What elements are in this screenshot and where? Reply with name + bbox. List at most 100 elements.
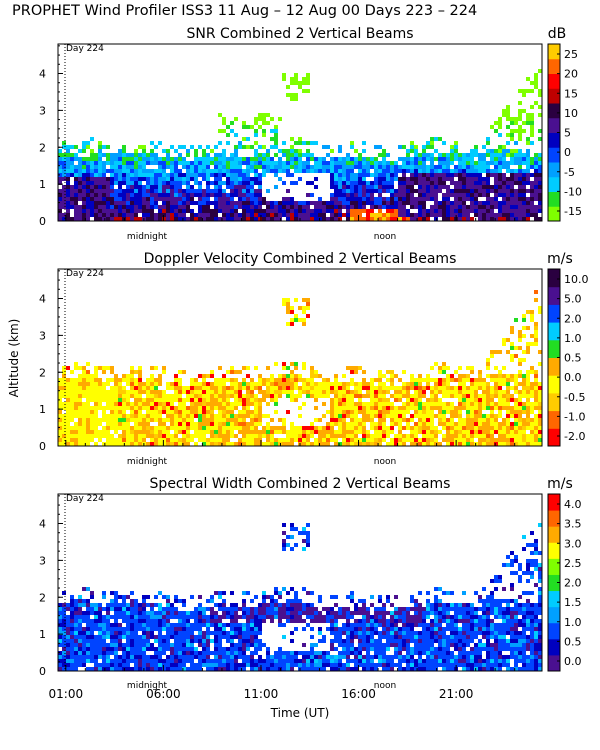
heatmap-cell — [490, 406, 494, 410]
heatmap-cell — [74, 394, 78, 398]
heatmap-cell — [242, 398, 246, 402]
heatmap-cell — [478, 438, 482, 442]
heatmap-cell — [302, 77, 306, 81]
heatmap-cell — [346, 406, 350, 410]
heatmap-cell — [418, 197, 422, 201]
heatmap-cell — [406, 386, 410, 390]
heatmap-cell — [122, 177, 126, 181]
heatmap-cell — [494, 149, 498, 153]
heatmap-cell — [534, 434, 538, 438]
heatmap-cell — [150, 161, 154, 165]
heatmap-cell — [350, 378, 354, 382]
heatmap-cell — [126, 193, 130, 197]
heatmap-cell — [146, 639, 150, 643]
heatmap-cell — [82, 201, 86, 205]
heatmap-cell — [458, 181, 462, 185]
heatmap-cell — [450, 374, 454, 378]
heatmap-cell — [70, 173, 74, 177]
heatmap-cell — [466, 181, 470, 185]
heatmap-cell — [330, 149, 334, 153]
heatmap-cell — [210, 209, 214, 213]
heatmap-cell — [334, 201, 338, 205]
heatmap-cell — [70, 607, 74, 611]
heatmap-cell — [466, 205, 470, 209]
heatmap-cell — [518, 406, 522, 410]
heatmap-cell — [262, 442, 266, 446]
heatmap-cell — [254, 149, 258, 153]
heatmap-cell — [430, 181, 434, 185]
heatmap-cell — [242, 414, 246, 418]
heatmap-cell — [202, 434, 206, 438]
heatmap-cell — [486, 177, 490, 181]
heatmap-cell — [266, 213, 270, 217]
heatmap-cell — [278, 382, 282, 386]
heatmap-cell — [534, 402, 538, 406]
heatmap-cell — [278, 374, 282, 378]
heatmap-cell — [374, 169, 378, 173]
heatmap-cell — [338, 193, 342, 197]
heatmap-cell — [202, 201, 206, 205]
heatmap-cell — [390, 438, 394, 442]
heatmap-cell — [538, 189, 542, 193]
heatmap-cell — [370, 165, 374, 169]
heatmap-cell — [466, 378, 470, 382]
heatmap-cell — [366, 386, 370, 390]
heatmap-cell — [270, 165, 274, 169]
heatmap-cell — [126, 647, 130, 651]
heatmap-cell — [338, 177, 342, 181]
heatmap-cell — [226, 663, 230, 667]
heatmap-cell — [378, 189, 382, 193]
heatmap-cell — [458, 169, 462, 173]
heatmap-cell — [90, 153, 94, 157]
heatmap-cell — [98, 667, 102, 671]
heatmap-cell — [510, 386, 514, 390]
heatmap-cell — [514, 382, 518, 386]
heatmap-cell — [218, 659, 222, 663]
heatmap-cell — [282, 378, 286, 382]
heatmap-cell — [66, 639, 70, 643]
heatmap-cell — [514, 205, 518, 209]
heatmap-cell — [278, 209, 282, 213]
heatmap-cell — [114, 382, 118, 386]
heatmap-cell — [426, 422, 430, 426]
heatmap-cell — [402, 201, 406, 205]
heatmap-cell — [490, 414, 494, 418]
heatmap-cell — [118, 426, 122, 430]
heatmap-cell — [290, 442, 294, 446]
heatmap-cell — [122, 599, 126, 603]
heatmap-cell — [222, 390, 226, 394]
heatmap-cell — [326, 378, 330, 382]
heatmap-cell — [230, 157, 234, 161]
heatmap-cell — [102, 623, 106, 627]
heatmap-cell — [314, 438, 318, 442]
heatmap-cell — [254, 438, 258, 442]
heatmap-cell — [266, 414, 270, 418]
heatmap-cell — [186, 667, 190, 671]
heatmap-cell — [282, 374, 286, 378]
heatmap-cell — [446, 438, 450, 442]
heatmap-cell — [430, 366, 434, 370]
heatmap-cell — [366, 165, 370, 169]
heatmap-cell — [366, 434, 370, 438]
heatmap-cell — [510, 414, 514, 418]
heatmap-cell — [126, 209, 130, 213]
heatmap-cell — [154, 414, 158, 418]
heatmap-cell — [222, 655, 226, 659]
heatmap-cell — [322, 169, 326, 173]
heatmap-cell — [502, 402, 506, 406]
heatmap-cell — [258, 113, 262, 117]
heatmap-cell — [374, 398, 378, 402]
heatmap-cell — [202, 655, 206, 659]
heatmap-cell — [198, 619, 202, 623]
heatmap-cell — [514, 426, 518, 430]
heatmap-cell — [258, 181, 262, 185]
heatmap-cell — [106, 619, 110, 623]
heatmap-cell — [510, 121, 514, 125]
heatmap-cell — [106, 366, 110, 370]
heatmap-cell — [134, 177, 138, 181]
heatmap-cell — [222, 603, 226, 607]
heatmap-cell — [178, 663, 182, 667]
heatmap-cell — [134, 382, 138, 386]
heatmap-cell — [298, 141, 302, 145]
heatmap-cell — [502, 430, 506, 434]
